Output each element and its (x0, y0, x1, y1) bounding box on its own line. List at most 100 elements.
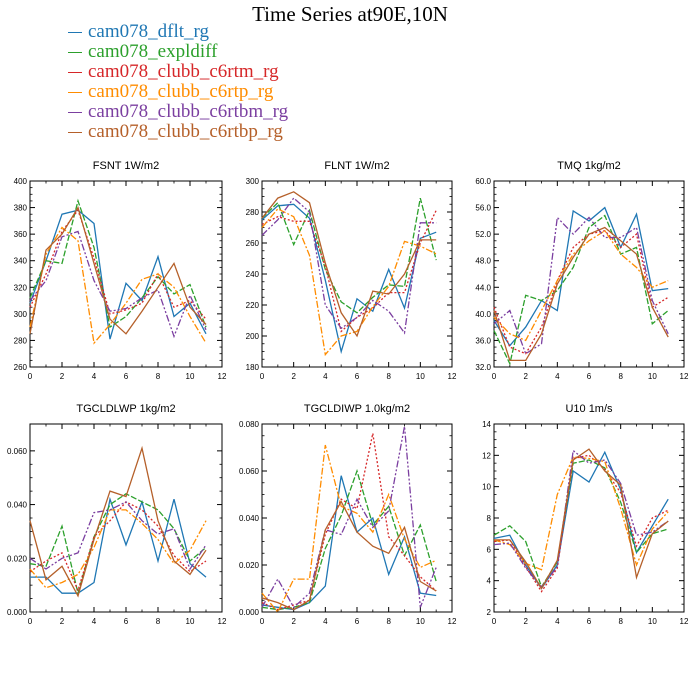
series-line (494, 448, 669, 590)
x-tick-label: 10 (416, 617, 425, 626)
series-line (261, 191, 437, 338)
legend-label: cam078_clubb_c6rtp_rg (88, 81, 274, 102)
series-line (29, 208, 207, 320)
x-tick-label: 2 (523, 372, 528, 381)
series-line (493, 226, 669, 362)
x-tick-label: 12 (680, 372, 689, 381)
series-line (493, 456, 669, 571)
y-tick-label: 280 (246, 208, 260, 217)
legend-item: cam078_expldiff (68, 42, 288, 62)
x-tick-label: 10 (416, 372, 425, 381)
series-line (29, 209, 207, 340)
legend-label: cam078_clubb_c6rtm_rg (88, 61, 279, 82)
y-tick-label: 0.060 (239, 467, 260, 476)
series-line (29, 501, 207, 571)
y-tick-label: 56.0 (475, 204, 491, 213)
x-tick-label: 2 (291, 617, 296, 626)
x-tick-label: 10 (648, 372, 657, 381)
x-tick-label: 6 (355, 372, 360, 381)
series-line (493, 454, 669, 593)
panel-title: U10 1m/s (565, 403, 613, 415)
x-tick-label: 12 (218, 372, 227, 381)
x-tick-label: 0 (28, 372, 33, 381)
x-tick-label: 4 (323, 617, 328, 626)
y-tick-label: 0.040 (239, 514, 260, 523)
x-tick-label: 0 (492, 372, 497, 381)
x-tick-label: 12 (448, 372, 457, 381)
panel-title: FLNT 1W/m2 (324, 160, 389, 172)
legend-item: cam078_clubb_c6rtm_rg (68, 62, 288, 82)
y-tick-label: 200 (246, 332, 260, 341)
x-tick-label: 2 (60, 372, 65, 381)
y-tick-label: 320 (14, 283, 28, 292)
x-tick-label: 10 (186, 372, 195, 381)
legend-label: cam078_clubb_c6rtbm_rg (88, 101, 289, 122)
legend-swatch (68, 52, 82, 54)
legend-label: cam078_clubb_c6rtbp_rg (88, 121, 283, 142)
series-line (261, 433, 437, 611)
y-tick-label: 10 (482, 483, 491, 492)
chart-panel: FSNT 1W/m2 260 280 300 320 340 360 380 400 0 2 4 6 8 1… (14, 160, 227, 381)
y-tick-label: 340 (14, 257, 28, 266)
y-tick-label: 0.020 (239, 561, 260, 570)
y-tick-label: 220 (246, 301, 260, 310)
series-line (29, 501, 207, 593)
y-tick-label: 260 (14, 363, 28, 372)
legend-label: cam078_dflt_rg (88, 21, 210, 42)
y-tick-label: 260 (246, 239, 260, 248)
y-tick-label: 48.0 (475, 257, 491, 266)
panel-title: TGCLDIWP 1.0kg/m2 (304, 403, 410, 415)
x-tick-label: 8 (156, 617, 161, 626)
x-tick-label: 8 (386, 372, 391, 381)
x-tick-label: 0 (492, 617, 497, 626)
y-tick-label: 0.080 (239, 420, 260, 429)
x-tick-label: 4 (555, 372, 560, 381)
legend-swatch (68, 92, 82, 94)
y-tick-label: 300 (246, 177, 260, 186)
x-tick-label: 12 (680, 617, 689, 626)
y-tick-label: 0.040 (7, 501, 28, 510)
y-tick-label: 44.0 (475, 283, 491, 292)
x-tick-label: 10 (648, 617, 657, 626)
series-line (493, 450, 669, 590)
series-line (261, 197, 437, 314)
y-tick-label: 40.0 (475, 310, 491, 319)
y-tick-label: 0.060 (7, 447, 28, 456)
series-line (493, 216, 669, 355)
series-line (493, 214, 669, 366)
series-line (29, 493, 207, 596)
y-tick-label: 2 (487, 608, 492, 617)
y-tick-label: 180 (246, 363, 260, 372)
x-tick-label: 0 (260, 617, 265, 626)
panel-title: FSNT 1W/m2 (93, 160, 159, 172)
x-tick-label: 10 (186, 617, 195, 626)
x-tick-label: 2 (523, 617, 528, 626)
x-tick-label: 6 (124, 617, 129, 626)
x-tick-label: 2 (291, 372, 296, 381)
x-tick-label: 8 (618, 617, 623, 626)
chart-panel: TMQ 1kg/m232.036.040.044.048.052.056.060… (475, 160, 689, 381)
y-tick-label: 240 (246, 270, 260, 279)
y-tick-label: 0.000 (239, 608, 260, 617)
x-tick-label: 6 (124, 372, 129, 381)
legend-swatch (68, 72, 82, 74)
plot-frame (493, 423, 685, 613)
chart-panel: FLNT 1W/m2 180 200 220 240 260 280 300 0 2 4 6 8 10 12 (246, 160, 457, 381)
y-tick-label: 60.0 (475, 177, 491, 186)
y-tick-label: 280 (14, 336, 28, 345)
legend-item: cam078_clubb_c6rtbm_rg (68, 102, 288, 122)
series-line (493, 449, 669, 588)
legend-item: cam078_clubb_c6rtp_rg (68, 82, 288, 102)
series-line (493, 459, 669, 589)
legend-swatch (68, 132, 82, 134)
x-tick-label: 6 (587, 372, 592, 381)
series-line (29, 230, 207, 339)
series-line (261, 208, 437, 357)
x-tick-label: 8 (156, 372, 161, 381)
y-tick-label: 52.0 (475, 230, 491, 239)
chart-panel: TGCLDLWP 1kg/m2 0.000 0.020 0.040 0.060 0 2 4 6 8… (7, 403, 227, 626)
series-line (493, 229, 669, 342)
series-line (29, 509, 207, 589)
